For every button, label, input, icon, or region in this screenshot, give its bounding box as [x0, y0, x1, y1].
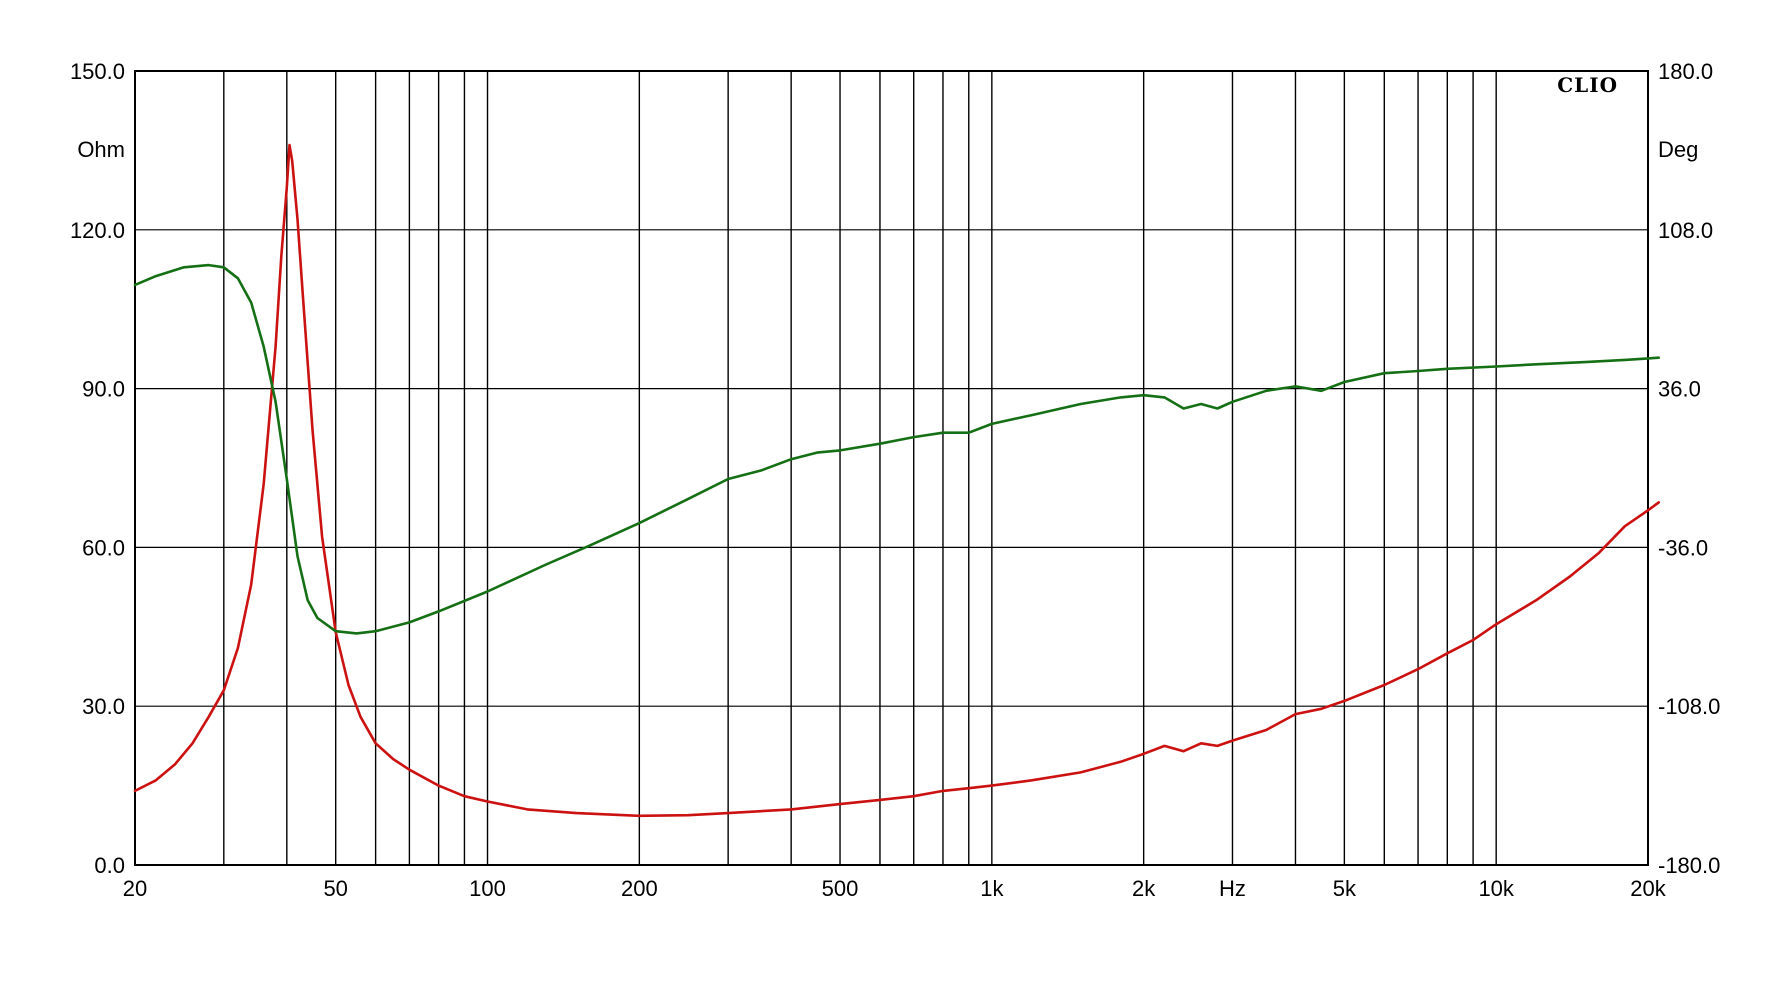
y-right-unit-label: Deg	[1658, 137, 1698, 162]
x-tick-label: 100	[469, 876, 506, 901]
y-left-tick-label: 0.0	[94, 853, 125, 878]
x-tick-labels: 20 50 100 200 500 1k 2k Hz 5k 10k 20k	[123, 876, 1667, 901]
x-tick-label: Hz	[1219, 876, 1246, 901]
plot-frame	[134, 70, 1649, 866]
y-right-tick-label: 36.0	[1658, 377, 1701, 402]
y-left-tick-label: 60.0	[82, 535, 125, 560]
y-left-unit-label: Ohm	[77, 137, 125, 162]
phase-curve	[133, 263, 1660, 635]
y-right-tick-label: 108.0	[1658, 218, 1713, 243]
x-tick-label: 1k	[980, 876, 1004, 901]
y-right-tick-label: -180.0	[1658, 853, 1720, 878]
series-layer	[133, 143, 1660, 818]
x-tick-label: 50	[323, 876, 347, 901]
y-right-tick-labels: 180.0 108.0 36.0 -36.0 -108.0 -180.0	[1658, 59, 1720, 878]
y-left-tick-label: 90.0	[82, 377, 125, 402]
y-right-tick-label: -36.0	[1658, 535, 1708, 560]
y-left-tick-label: 30.0	[82, 694, 125, 719]
y-gridlines	[135, 229, 1648, 707]
x-tick-label: 5k	[1333, 876, 1357, 901]
y-right-tick-label: -108.0	[1658, 694, 1720, 719]
x-tick-label: 20	[123, 876, 147, 901]
y-left-tick-label: 120.0	[70, 218, 125, 243]
x-tick-label: 10k	[1478, 876, 1514, 901]
x-gridlines	[223, 71, 1497, 865]
clio-brand-label: CLIO	[1557, 73, 1618, 97]
x-tick-label: 20k	[1630, 876, 1666, 901]
x-tick-label: 2k	[1132, 876, 1156, 901]
y-right-tick-label: 180.0	[1658, 59, 1713, 84]
y-left-tick-label: 150.0	[70, 59, 125, 84]
y-left-tick-labels: 150.0 120.0 90.0 60.0 30.0 0.0	[70, 59, 125, 878]
impedance-curve	[133, 143, 1660, 818]
x-tick-label: 500	[822, 876, 859, 901]
x-tick-label: 200	[621, 876, 658, 901]
